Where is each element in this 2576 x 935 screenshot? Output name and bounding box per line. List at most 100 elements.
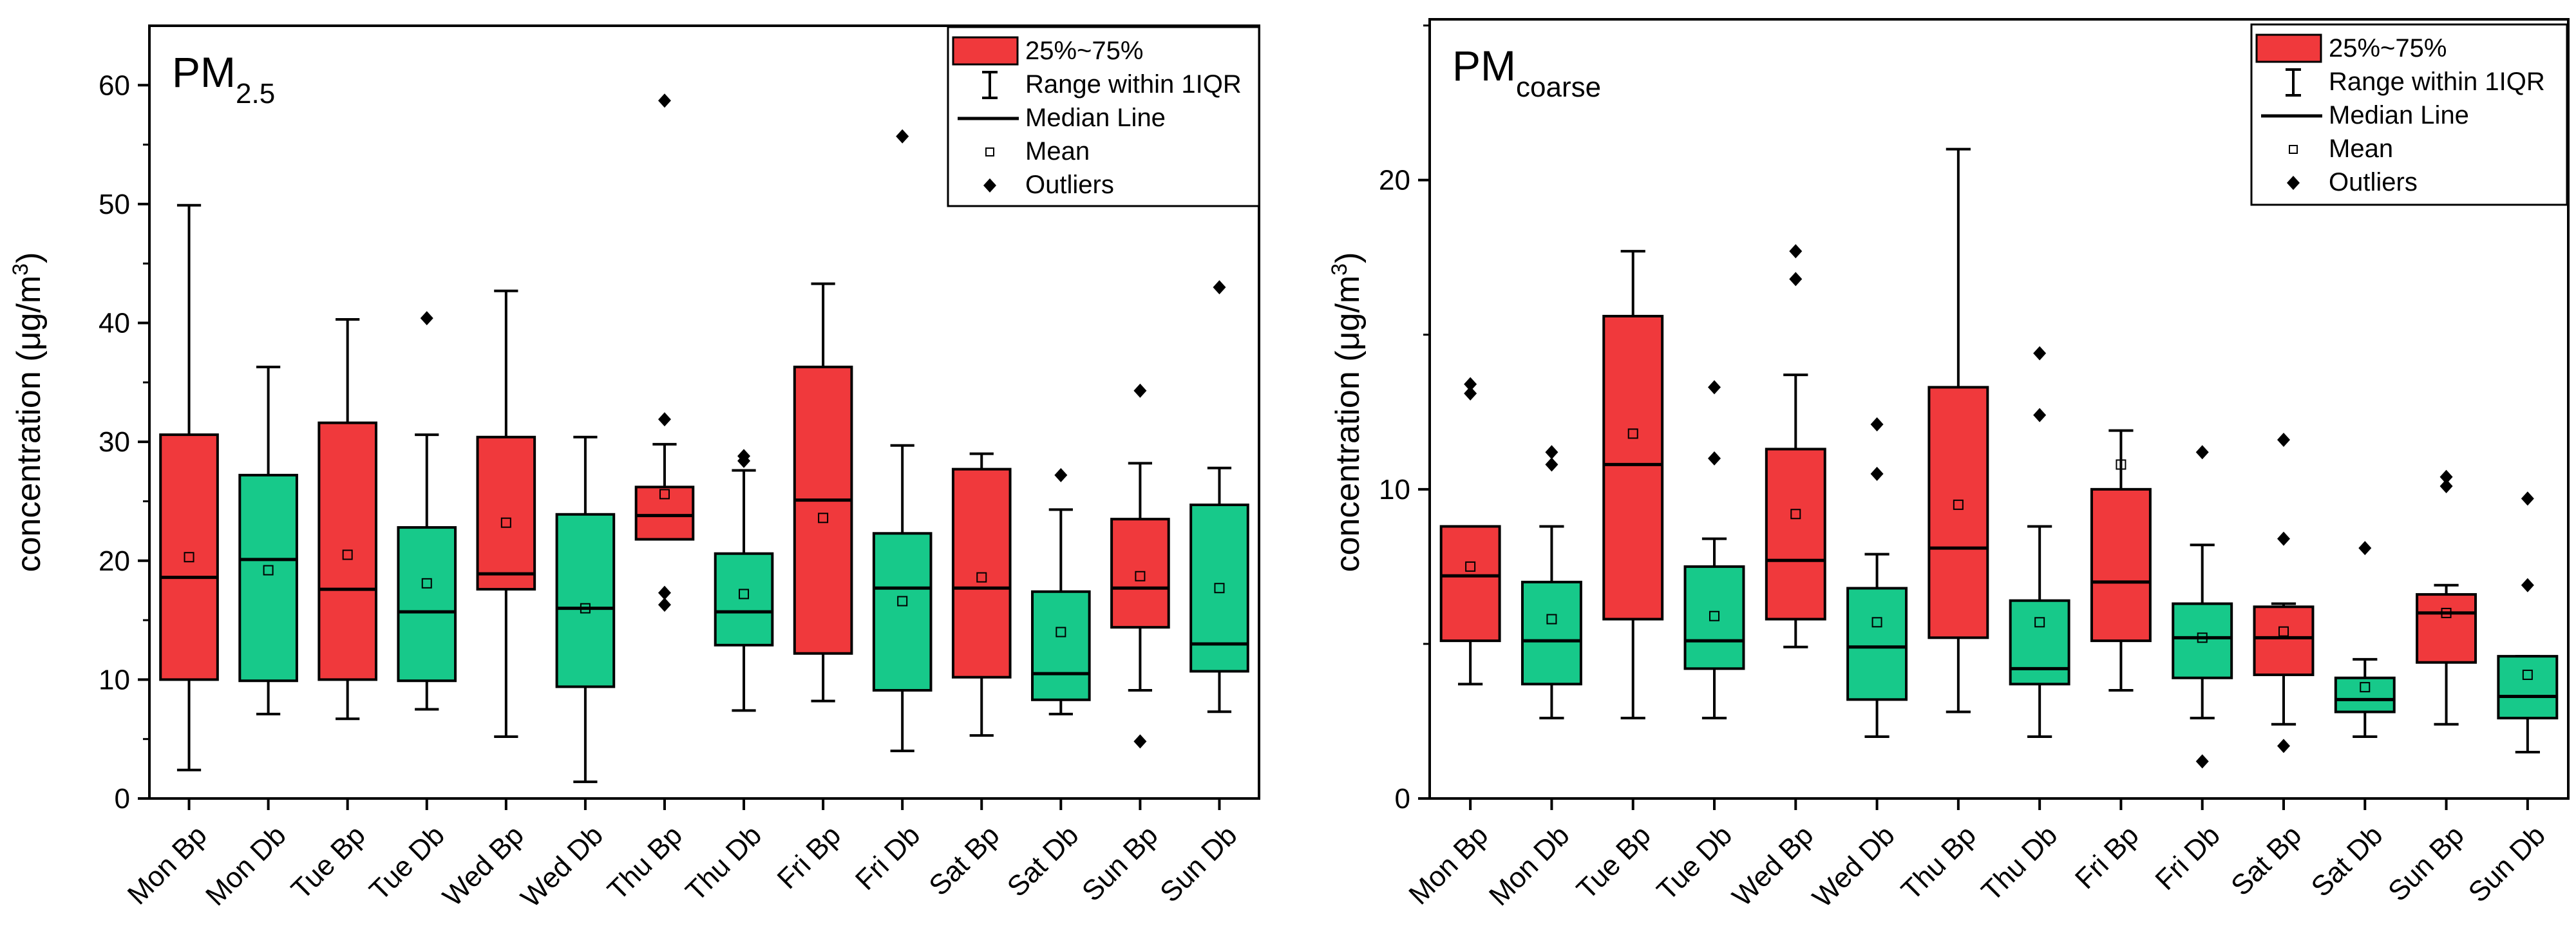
mean-marker — [976, 572, 987, 583]
legend-mean-label: Mean — [2329, 135, 2393, 163]
x-tick-label: Sun Bp — [2382, 819, 2470, 907]
box-iqr — [1189, 504, 1249, 673]
outlier-point — [658, 585, 671, 600]
x-tick-label: Mon Bp — [1403, 819, 1494, 911]
box-iqr — [476, 435, 536, 591]
x-tick-label: Fri Bp — [2069, 819, 2145, 895]
mean-marker — [818, 513, 829, 524]
x-tick-label: Wed Db — [1806, 819, 1900, 913]
outlier-point — [896, 129, 909, 144]
mean-marker — [1135, 571, 1146, 581]
legend-outlier-label: Outliers — [2329, 168, 2418, 196]
outlier-point — [2195, 445, 2209, 460]
box-iqr — [1110, 518, 1170, 629]
outlier-point — [658, 93, 671, 108]
x-tick-label: Sun Db — [2463, 819, 2552, 908]
outlier-point — [2033, 346, 2047, 361]
outlier-point — [1545, 445, 1558, 460]
y-tick-label: 60 — [99, 70, 130, 101]
chart-title: PMcoarse — [1452, 42, 1601, 103]
legend-outlier-symbol — [983, 178, 996, 193]
outlier-point — [2277, 433, 2290, 448]
outlier-point — [2439, 479, 2453, 494]
legend-mean-label: Mean — [1025, 137, 1090, 165]
mean-marker — [1214, 583, 1225, 594]
legend-outlier-label: Outliers — [1025, 171, 1114, 199]
outlier-point — [1054, 468, 1068, 482]
legend: 25%~75% Range within 1IQR Median Line Mean O… — [947, 26, 1260, 207]
x-tick-label: Wed Db — [515, 819, 609, 913]
box-iqr — [793, 365, 853, 655]
x-tick-label: Fri Db — [2149, 819, 2226, 896]
plot-frame — [148, 24, 1260, 800]
mean-marker — [2034, 617, 2045, 628]
mean-marker — [1790, 509, 1801, 520]
box-iqr — [1031, 590, 1091, 701]
x-tick-label: Mon Db — [200, 819, 292, 912]
box-iqr — [397, 526, 457, 683]
x-tick-label: Sat Db — [2306, 819, 2389, 903]
mean-marker — [1709, 610, 1719, 621]
x-tick-label: Fri Bp — [772, 819, 848, 895]
mean-marker — [1627, 428, 1638, 439]
mean-marker — [2116, 459, 2126, 470]
box-iqr — [1602, 314, 1664, 621]
mean-marker — [263, 565, 274, 576]
outlier-point — [1133, 383, 1147, 398]
x-tick-label: Sun Bp — [1076, 819, 1164, 907]
x-tick-label: Tue Bp — [1571, 819, 1657, 905]
x-tick-label: Tue Bp — [285, 819, 372, 905]
x-tick-label: Thu Db — [679, 819, 768, 907]
mean-marker — [897, 596, 908, 607]
legend-box-swatch — [952, 36, 1019, 66]
outlier-point — [1213, 280, 1226, 295]
mean-marker — [1953, 499, 1964, 510]
outlier-point — [1789, 244, 1803, 259]
outlier-point — [420, 311, 433, 326]
legend-whisker-label: Range within 1IQR — [2329, 68, 2545, 96]
box-iqr — [2009, 599, 2070, 686]
legend-whisker-label: Range within 1IQR — [1025, 70, 1242, 99]
box-iqr — [238, 473, 298, 683]
box-iqr — [2172, 602, 2233, 679]
mean-marker — [1871, 617, 1882, 628]
box-iqr — [1927, 386, 1989, 639]
legend-median-label: Median Line — [1025, 104, 1166, 132]
outlier-point — [2521, 578, 2534, 592]
y-axis-label: concentration (μg/m3) — [8, 252, 48, 572]
box-iqr — [872, 532, 933, 692]
y-tick-label: 10 — [99, 664, 130, 695]
y-tick-label: 10 — [1379, 474, 1410, 505]
outlier-point — [737, 453, 751, 468]
legend-outlier-symbol — [2287, 176, 2300, 190]
mean-marker — [2197, 632, 2208, 643]
box-iqr — [1765, 448, 1826, 621]
outlier-point — [658, 598, 671, 612]
outlier-point — [658, 412, 671, 427]
x-tick-label: Thu Bp — [601, 819, 688, 906]
legend: 25%~75% Range within 1IQR Median Line Mean O… — [2250, 23, 2568, 206]
y-tick-label: 50 — [99, 189, 130, 220]
legend-box-label: 25%~75% — [2329, 34, 2447, 62]
chart-pmcoarse: 0 10 20 concentration (μg/m3) PMcoarse Mon Bp… — [1327, 18, 2570, 914]
x-tick-label: Sat Bp — [2225, 819, 2307, 902]
x-tick-label: Sat Bp — [923, 819, 1005, 902]
y-axis-label: concentration (μg/m3) — [1327, 252, 1367, 572]
x-tick-label: Mon Db — [1483, 819, 1576, 912]
box-iqr — [1846, 587, 1908, 701]
outlier-point — [2439, 469, 2453, 484]
chart-pm25: 0 10 20 30 40 50 60 concentration (μg/m3) PM2.5 M… — [8, 24, 1260, 914]
mean-marker — [2278, 626, 2289, 637]
mean-marker — [1465, 561, 1476, 572]
outlier-point — [1464, 377, 1477, 392]
x-tick-label: Sat Db — [1001, 819, 1085, 903]
mean-marker — [2360, 682, 2371, 693]
mean-marker — [500, 517, 511, 528]
chart-title: PM2.5 — [172, 48, 275, 109]
x-tick-label: Thu Db — [1976, 819, 2064, 907]
outlier-point — [2358, 541, 2372, 556]
box-iqr — [2497, 655, 2559, 720]
legend-mean-symbol — [985, 147, 994, 156]
outlier-point — [2195, 754, 2209, 769]
x-tick-label: Fri Db — [849, 819, 926, 896]
